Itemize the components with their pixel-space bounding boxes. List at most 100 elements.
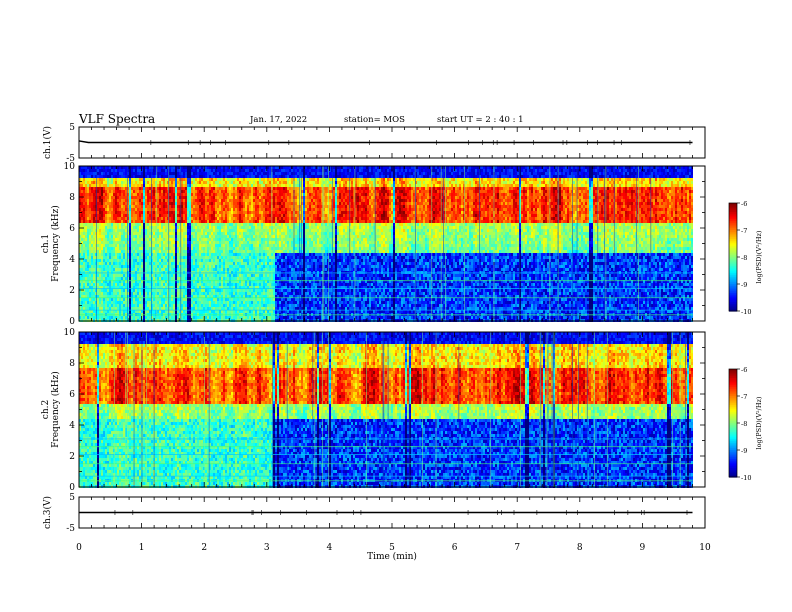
spectrogram-cell [107, 271, 109, 274]
spectrogram-cell [121, 169, 123, 172]
spectrogram-cell [125, 307, 127, 310]
spectrogram-cell [107, 214, 109, 217]
spectrogram-cell [99, 226, 101, 229]
spectrogram-cell [99, 214, 101, 217]
spectrogram-cell [93, 298, 95, 301]
spectrogram-cell [93, 316, 95, 319]
spectrogram-cell [99, 283, 101, 286]
spectrogram-cell [113, 178, 115, 181]
spectrogram-cell [105, 175, 107, 178]
spectrogram-cell [91, 241, 93, 244]
spectrogram-cell [85, 265, 87, 268]
spectrogram-cell [129, 223, 131, 226]
spectrogram-cell [115, 184, 117, 187]
spectrogram-cell [109, 304, 111, 307]
spectrogram-cell [85, 223, 87, 226]
spectrogram-cell [101, 229, 103, 232]
spectrogram-cell [107, 268, 109, 271]
spectrogram-cell [97, 229, 99, 232]
spectrogram-cell [85, 190, 87, 193]
spectrogram-cell [101, 214, 103, 217]
spectrogram-cell [117, 298, 119, 301]
spectrogram-cell [85, 262, 87, 265]
spectrogram-cell [93, 289, 95, 292]
spectrogram-cell [89, 190, 91, 193]
spectrogram-cell [101, 181, 103, 184]
spectrogram-cell [103, 211, 105, 214]
spectrogram-cell [101, 244, 103, 247]
spectrogram-cell [83, 259, 85, 262]
spectrogram-cell [119, 235, 121, 238]
spectrogram-cell [93, 184, 95, 187]
spectrogram-cell [109, 190, 111, 193]
spectrogram-cell [85, 178, 87, 181]
spectrogram-cell [109, 235, 111, 238]
spectrogram-cell [117, 229, 119, 232]
spectrogram-cell [105, 274, 107, 277]
spectrogram-cell [87, 274, 89, 277]
spectrogram-cell [89, 205, 91, 208]
spectrogram-cell [111, 271, 113, 274]
spectrogram-cell [109, 316, 111, 319]
spectrogram-cell [101, 187, 103, 190]
spectrogram-cell [99, 268, 101, 271]
spectrogram-cell [129, 196, 131, 199]
spectrogram-cell [97, 244, 99, 247]
spectrogram-cell [113, 298, 115, 301]
spectrogram-cell [91, 202, 93, 205]
spectrogram-cell [129, 187, 131, 190]
spectrogram-cell [85, 226, 87, 229]
spectrogram-cell [111, 244, 113, 247]
spectrogram-cell [115, 202, 117, 205]
spectrogram-cell [87, 229, 89, 232]
spectrogram-cell [97, 214, 99, 217]
spectrogram-cell [107, 208, 109, 211]
spectrogram-cell [105, 235, 107, 238]
spectrogram-cell [99, 277, 101, 280]
spectrogram-cell [123, 250, 125, 253]
spectrogram-cell [87, 217, 89, 220]
spectrogram-cell [107, 178, 109, 181]
spectrogram-cell [89, 184, 91, 187]
spectrogram-cell [117, 202, 119, 205]
spectrogram-cell [93, 178, 95, 181]
spectrogram-cell [111, 316, 113, 319]
spectrogram-cell [125, 298, 127, 301]
spectrogram-cell [107, 184, 109, 187]
spectrogram-cell [123, 307, 125, 310]
spectrogram-cell [83, 241, 85, 244]
spectrogram-cell [117, 301, 119, 304]
spectrogram-cell [105, 250, 107, 253]
spectrogram-cell [93, 250, 95, 253]
spectrogram-cell [85, 253, 87, 256]
spectrogram-cell [119, 214, 121, 217]
spectrogram-cell [97, 250, 99, 253]
spectrogram-cell [91, 223, 93, 226]
spectrogram-cell [85, 229, 87, 232]
spectrogram-cell [117, 187, 119, 190]
spectrogram-cell [85, 268, 87, 271]
spectrogram-cell [129, 262, 131, 265]
spectrogram-cell [109, 172, 111, 175]
spectrogram-cell [109, 205, 111, 208]
spectrogram-cell [121, 265, 123, 268]
spectrogram-cell [103, 271, 105, 274]
spectrogram-cell [85, 169, 87, 172]
spectrogram-cell [129, 250, 131, 253]
spectrogram-cell [115, 307, 117, 310]
spectrogram-cell [85, 211, 87, 214]
spectrogram-cell [91, 304, 93, 307]
spectrogram-cell [89, 268, 91, 271]
spectrogram-cell [89, 208, 91, 211]
spectrogram-cell [85, 199, 87, 202]
spectrogram-cell [97, 316, 99, 319]
spectrogram-cell [85, 202, 87, 205]
spectrogram-cell [97, 283, 99, 286]
spectrogram-cell [115, 205, 117, 208]
spectrogram-cell [105, 181, 107, 184]
spectrogram-cell [103, 175, 105, 178]
spectrogram-cell [113, 220, 115, 223]
spectrogram-cell [87, 253, 89, 256]
spectrogram-cell [97, 220, 99, 223]
spectrogram-cell [109, 229, 111, 232]
